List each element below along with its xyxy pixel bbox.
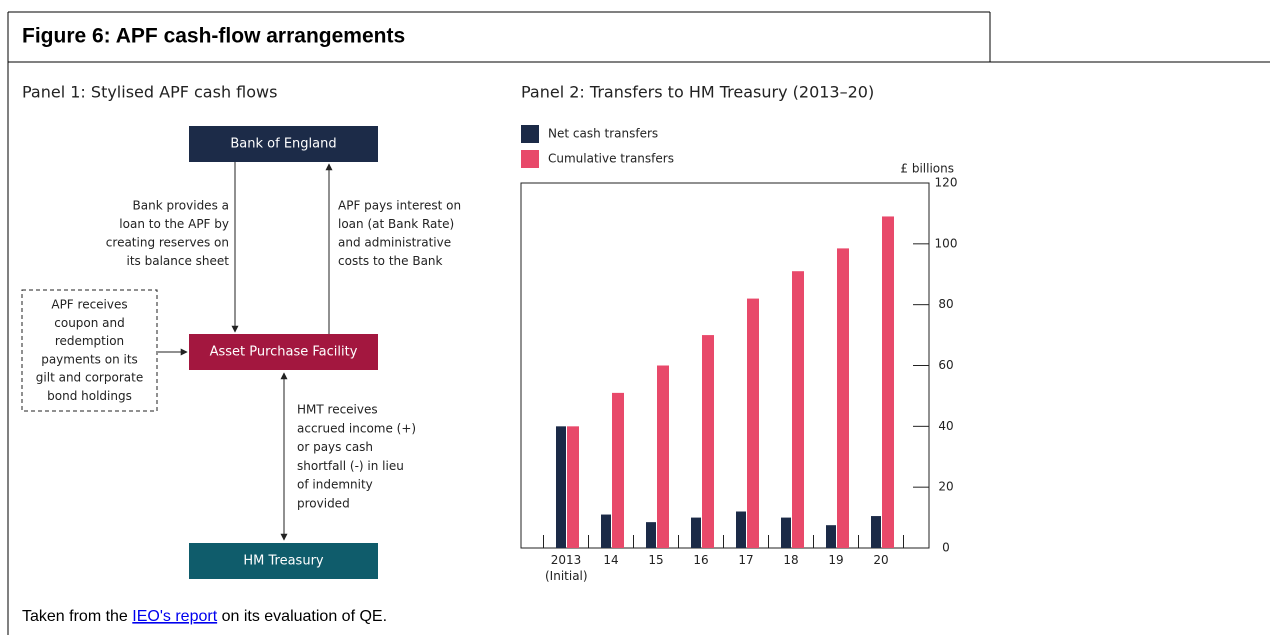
node-label: HM Treasury [243, 554, 324, 569]
dashed-box [21, 289, 158, 412]
x-tick-label: 18 [783, 553, 799, 567]
bar [601, 514, 611, 548]
bar [612, 392, 624, 548]
bar [747, 298, 759, 548]
x-tick-label-box: 2013 (Initial) [545, 553, 588, 583]
y-tick-label: 100 [935, 236, 958, 250]
edge-label: loan to the APF by [119, 217, 229, 231]
x-tick-label-box: 20 [873, 553, 889, 567]
node-label: Bank of England [230, 137, 336, 152]
x-tick-label-box: 17 [738, 553, 754, 567]
bar [837, 248, 849, 549]
y-axis-label: £ billions [900, 162, 954, 176]
edge-label: redemption [55, 334, 124, 348]
edge-label: costs to the Bank [338, 254, 443, 268]
x-tick-label: 15 [648, 553, 664, 567]
x-tick-label-box: 16 [693, 553, 709, 567]
bar [702, 335, 714, 548]
edge-label: loan (at Bank Rate) [338, 217, 454, 231]
x-tick-label: 14 [603, 553, 619, 567]
bar [691, 517, 701, 548]
x-tick-label-box: 15 [648, 553, 664, 567]
edge-label: or pays cash [297, 440, 373, 454]
footer-text: Taken from the [22, 608, 132, 625]
bar [556, 426, 566, 548]
legend-swatch [521, 125, 539, 143]
y-tick-label: 40 [938, 419, 953, 433]
edge-label: bond holdings [47, 389, 132, 403]
figure-title: Figure 6: APF cash-flow arrangements [22, 25, 405, 48]
bar [882, 216, 894, 549]
edge-label: creating reserves on [106, 236, 229, 250]
bar [567, 426, 579, 548]
node [189, 543, 378, 579]
edge-label: APF pays interest on [338, 199, 461, 213]
y-tick-label: 120 [935, 176, 958, 190]
edge-label: shortfall (-) in lieu [297, 459, 404, 473]
panel-title: Panel 1: Stylised APF cash flows [22, 83, 277, 102]
plot-frame [520, 182, 930, 549]
y-tick-label: 20 [938, 480, 953, 494]
legend-label: Net cash transfers [548, 127, 658, 141]
footer: Taken from the IEO's report on its evalu… [22, 608, 387, 625]
panel-title: Panel 2: Transfers to HM Treasury (2013–… [521, 83, 874, 102]
y-tick-label: 80 [938, 297, 953, 311]
node [189, 126, 378, 162]
x-tick-label: 20 [873, 553, 889, 567]
x-tick-label: 17 [738, 553, 754, 567]
edge-label: coupon and [54, 316, 125, 330]
x-tick-label: 16 [693, 553, 709, 567]
x-tick-label-box: 19 [828, 553, 844, 567]
x-tick-label-box: 14 [603, 553, 619, 567]
bar [792, 271, 804, 548]
y-tick-label: 0 [942, 541, 950, 555]
x-tick-label: 2013 (Initial) [545, 553, 588, 583]
edge-label: HMT receives [297, 403, 378, 417]
bar [826, 525, 836, 548]
bar [646, 522, 656, 548]
report-link[interactable]: IEO's report [132, 608, 217, 625]
edge-label: Bank provides a [133, 199, 229, 213]
node [189, 334, 378, 370]
bar [871, 516, 881, 548]
legend-label: Cumulative transfers [548, 152, 674, 166]
edge-label: accrued income (+) [297, 421, 416, 435]
edge-label: and administrative [338, 236, 451, 250]
footer-text: on its evaluation of QE. [217, 608, 387, 625]
x-tick-label: 19 [828, 553, 844, 567]
edge-label: payments on its [41, 352, 138, 366]
legend-swatch [521, 150, 539, 168]
bar [657, 365, 669, 548]
edge-label: gilt and corporate [36, 371, 143, 385]
edge-label: provided [297, 497, 350, 511]
edge-label: of indemnity [297, 478, 373, 492]
x-tick-label-box: 18 [783, 553, 799, 567]
edge-label: its balance sheet [127, 254, 230, 268]
y-tick-label: 60 [938, 358, 953, 372]
bar [781, 517, 791, 548]
edge-label: APF receives [51, 298, 127, 312]
node-label: Asset Purchase Facility [210, 345, 358, 360]
bar [736, 511, 746, 548]
